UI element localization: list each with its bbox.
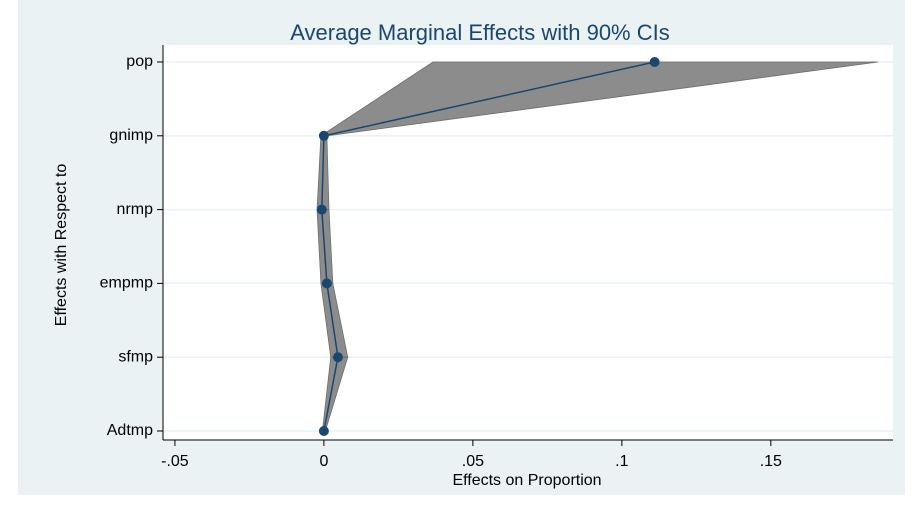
y-tick-label: Adtmp [107,422,153,439]
y-axis-title: Effects with Respect to [53,164,70,327]
plot-area [163,45,893,440]
chart-title: Average Marginal Effects with 90% CIs [290,20,669,45]
x-axis-title: Effects on Proportion [452,472,601,489]
effect-point [649,57,660,67]
x-tick-label: 0 [319,453,328,470]
y-tick-label: empmp [100,275,153,292]
y-tick-label: nrmp [117,201,154,218]
x-tick-label: .1 [615,453,628,470]
effect-point [332,352,343,363]
x-tick-label: .05 [462,453,484,470]
effect-point [321,278,332,289]
effect-point [318,426,329,436]
effect-point [316,204,327,215]
y-tick-label: pop [126,53,153,70]
x-tick-label: -.05 [161,453,189,470]
y-tick-label: gnimp [109,127,153,144]
effect-point [318,130,329,141]
y-tick-label: sfmp [118,348,153,365]
x-tick-label: .15 [760,453,782,470]
effect-line [321,61,655,432]
